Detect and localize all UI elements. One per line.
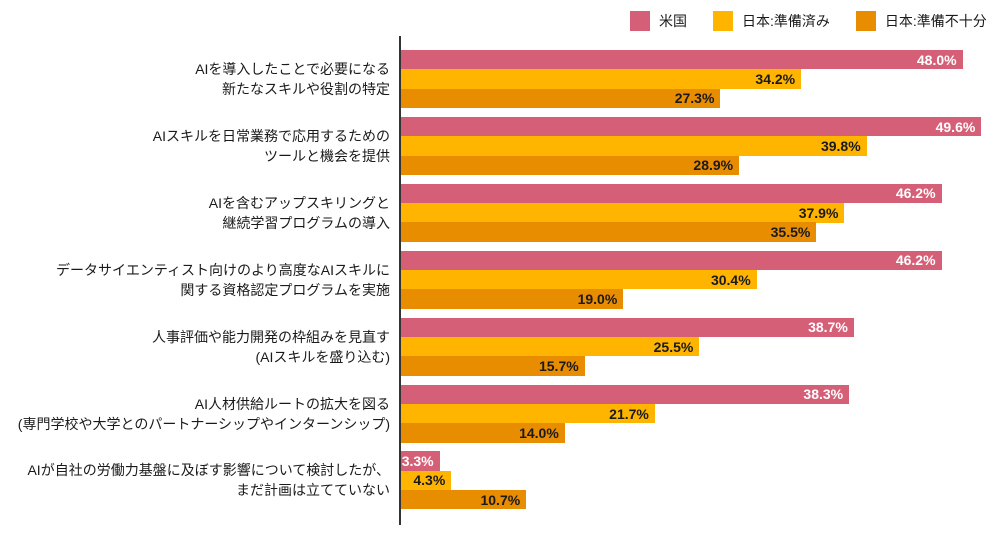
bar-日本:準備不十分: 28.9% (401, 155, 740, 175)
category-label: 人事評価や能力開発の枠組みを見直す (AIスキルを盛り込む) (0, 318, 390, 376)
category-label-line: データサイエンティスト向けのより高度なAIスキルに (56, 261, 390, 278)
y-axis-line (399, 36, 401, 525)
bar-日本:準備不十分: 14.0% (401, 423, 565, 443)
legend-swatch-japan-prepared (713, 11, 733, 31)
category-label-line: AIスキルを日常業務で応用するための (152, 127, 390, 144)
bar-米国: 46.2% (401, 250, 942, 271)
bar-日本:準備済み: 34.2% (401, 69, 802, 89)
legend-label-japan-unprepared: 日本:準備不十分 (884, 13, 987, 29)
bar-value-label: 19.0% (577, 291, 618, 308)
category-label-line: (AIスキルを盛り込む) (255, 348, 390, 365)
legend-label-us: 米国 (659, 13, 687, 29)
category-label-line: まだ計画は立てていない (236, 482, 390, 499)
legend-item-us: 米国 (630, 11, 687, 31)
bar-value-label: 35.5% (770, 224, 811, 241)
bar-米国: 46.2% (401, 183, 942, 204)
category-label-line: ツールと機会を提供 (264, 147, 390, 164)
bar-米国: 38.7% (401, 317, 854, 337)
category-label: AIが自社の労働力基盤に及ぼす影響について検討したが、まだ計画は立てていない (0, 451, 390, 509)
bar-日本:準備済み: 21.7% (401, 403, 655, 424)
bar-米国: 49.6% (401, 116, 982, 137)
bar-日本:準備済み: 25.5% (401, 336, 700, 357)
legend-label-japan-prepared: 日本:準備済み (742, 13, 830, 29)
bar-value-label: 30.4% (710, 271, 751, 288)
bar-value-label: 38.3% (803, 386, 844, 403)
bar-value-label: 46.2% (895, 252, 936, 269)
bar-value-label: 15.7% (538, 357, 579, 374)
bar-日本:準備不十分: 10.7% (401, 490, 527, 510)
category-label-line: 新たなスキルや役割の特定 (222, 81, 390, 97)
category-label-line: AIを含むアップスキリングと (208, 194, 390, 211)
bar-value-label: 14.0% (519, 424, 559, 441)
bar-米国: 38.3% (401, 384, 850, 404)
bar-value-label: 48.0% (916, 51, 957, 68)
bar-value-label: 37.9% (798, 204, 839, 221)
category-label-line: 関する資格認定プログラムを実施 (180, 281, 390, 298)
legend: 米国 日本:準備済み 日本:準備不十分 (630, 11, 987, 31)
bar-日本:準備不十分: 15.7% (401, 356, 585, 376)
legend-item-japan-unprepared: 日本:準備不十分 (855, 11, 987, 31)
bar-value-label: 21.7% (609, 405, 649, 422)
category-label: AIスキルを日常業務で応用するためのツールと機会を提供 (0, 117, 390, 175)
category-label: データサイエンティスト向けのより高度なAIスキルに関する資格認定プログラムを実施 (0, 251, 390, 309)
category-label-line: AIを導入したことで必要になる (195, 61, 390, 77)
bar-日本:準備済み: 39.8% (401, 136, 867, 156)
bar-value-label: 39.8% (820, 137, 861, 154)
bar-日本:準備済み: 30.4% (401, 270, 757, 290)
bar-value-label: 27.3% (674, 90, 715, 107)
bar-value-label: 10.7% (480, 491, 521, 508)
bar-value-label: 3.3% (401, 453, 434, 470)
bar-value-label: 28.9% (693, 157, 734, 174)
bar-value-label: 25.5% (653, 338, 694, 355)
bar-日本:準備不十分: 35.5% (401, 222, 817, 242)
category-label-line: AI人材供給ルートの拡大を図る (194, 395, 390, 412)
bar-日本:準備済み: 37.9% (401, 203, 845, 223)
category-label: AIを導入したことで必要になる新たなスキルや役割の特定 (0, 50, 390, 108)
bar-日本:準備済み: 4.3% (401, 470, 452, 491)
category-label-line: AIが自社の労働力基盤に及ぼす影響について検討したが、 (27, 462, 390, 479)
category-label-line: (専門学校や大学とのパートナーシップやインターンシップ) (17, 415, 390, 432)
bar-米国: 48.0% (401, 50, 963, 70)
bar-日本:準備不十分: 19.0% (401, 289, 624, 309)
legend-swatch-japan-unprepared (855, 11, 876, 31)
legend-swatch-us (630, 11, 650, 31)
legend-item-japan-prepared: 日本:準備済み (713, 11, 830, 31)
bar-日本:準備不十分: 27.3% (401, 88, 721, 109)
category-label-line: 継続学習プログラムの導入 (222, 214, 390, 231)
bar-value-label: 34.2% (755, 71, 796, 88)
bar-value-label: 38.7% (808, 319, 848, 336)
bar-value-label: 4.3% (413, 472, 446, 489)
bar-value-label: 49.6% (935, 118, 976, 135)
bar-米国: 3.3% (401, 451, 440, 471)
category-label-line: 人事評価や能力開発の枠組みを見直す (152, 328, 390, 345)
category-label: AI人材供給ルートの拡大を図る (専門学校や大学とのパートナーシップやインターンシ… (0, 385, 390, 443)
bar-value-label: 46.2% (895, 185, 936, 202)
category-label: AIを含むアップスキリングと継続学習プログラムの導入 (0, 184, 390, 242)
